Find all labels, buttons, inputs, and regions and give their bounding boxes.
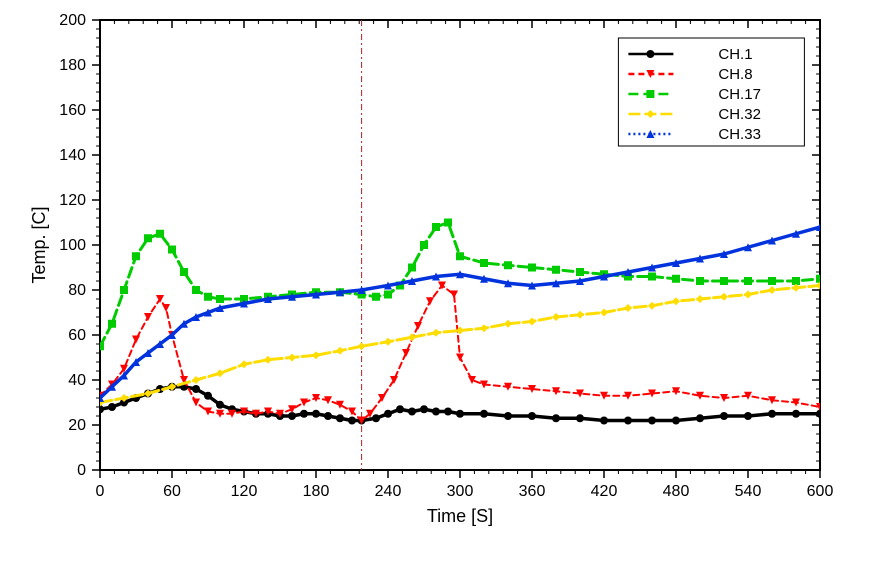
legend: CH.1 CH.8 CH.17 CH.32 CH.33 — [618, 38, 804, 146]
x-tick-label: 600 — [807, 483, 834, 500]
y-tick-label: 180 — [59, 57, 86, 74]
x-tick-label: 300 — [447, 483, 474, 500]
legend-label: CH.32 — [718, 106, 761, 123]
x-tick-label: 60 — [163, 483, 181, 500]
y-tick-label: 100 — [59, 237, 86, 254]
x-tick-label: 120 — [231, 483, 258, 500]
y-tick-label: 20 — [68, 417, 86, 434]
x-tick-label: 480 — [663, 483, 690, 500]
y-tick-label: 80 — [68, 282, 86, 299]
y-tick-label: 160 — [59, 102, 86, 119]
x-tick-label: 180 — [303, 483, 330, 500]
chart-svg: 0 60 120 180 240 300 360 420 480 540 600 0 20 40 60 80 1… — [0, 0, 887, 562]
x-tick-label: 540 — [735, 483, 762, 500]
x-tick-label: 420 — [591, 483, 618, 500]
legend-label: CH.8 — [718, 66, 752, 83]
y-tick-label: 200 — [59, 12, 86, 29]
x-tick-label: 240 — [375, 483, 402, 500]
temperature-line-chart: 0 60 120 180 240 300 360 420 480 540 600 0 20 40 60 80 1… — [0, 0, 887, 562]
legend-label: CH.17 — [718, 86, 761, 103]
legend-label: CH.33 — [718, 126, 761, 143]
legend-label: CH.1 — [718, 46, 752, 63]
y-tick-label: 140 — [59, 147, 86, 164]
y-tick-label: 0 — [77, 462, 86, 479]
y-tick-label: 120 — [59, 192, 86, 209]
x-tick-label: 360 — [519, 483, 546, 500]
x-tick-label: 0 — [96, 483, 105, 500]
y-tick-label: 60 — [68, 327, 86, 344]
y-axis-label: Temp. [C] — [29, 206, 49, 283]
x-axis-label: Time [S] — [427, 506, 493, 526]
y-tick-label: 40 — [68, 372, 86, 389]
